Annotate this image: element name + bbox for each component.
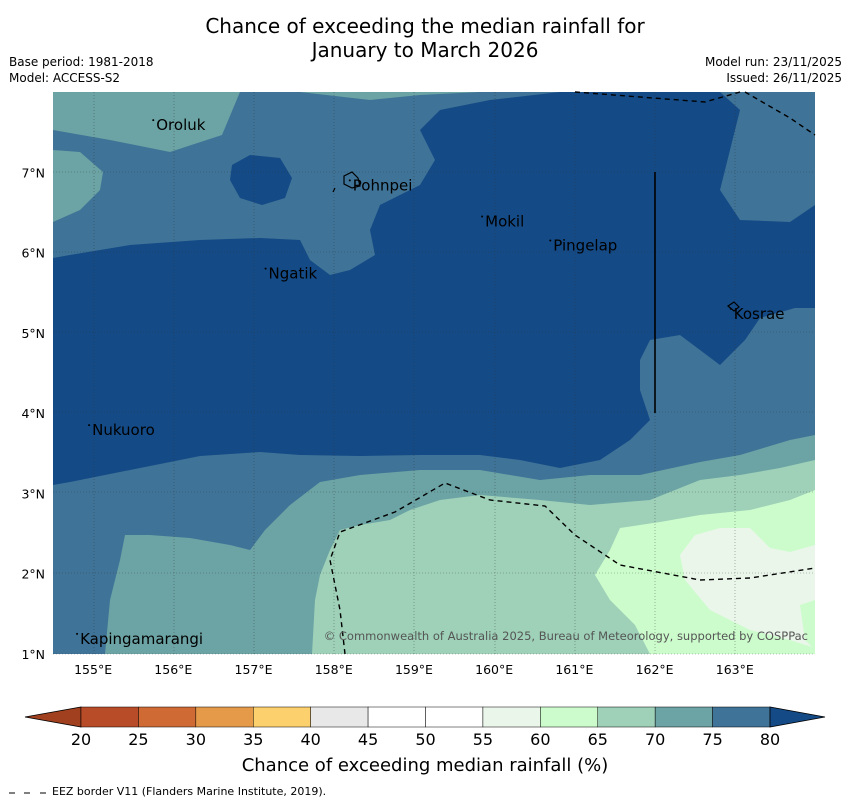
- lon-tick-label: 163°E: [716, 662, 754, 677]
- lat-tick-label: 7°N: [21, 165, 45, 180]
- place-kapingamarangi: Kapingamarangi: [76, 630, 203, 648]
- colorbar-tick-label: 55: [472, 730, 494, 749]
- colorbar-tick-label: 40: [300, 730, 321, 749]
- lon-tick-label: 159°E: [395, 662, 433, 677]
- colorbar-bin: [597, 706, 656, 728]
- lon-tick-label: 162°E: [636, 662, 674, 677]
- chart-title: Chance of exceeding the median rainfall …: [0, 14, 850, 62]
- colorbar-tick-label: 45: [357, 730, 379, 749]
- colorbar-tick-label: 35: [243, 730, 264, 749]
- colorbar-tick-label: 60: [530, 730, 551, 749]
- place-label: Pingelap: [553, 237, 617, 255]
- model-run: Model run: 23/11/2025: [704, 55, 842, 69]
- lat-tick-label: 5°N: [21, 326, 45, 341]
- colorbar-tick-label: 65: [587, 730, 608, 749]
- colorbar-bin: [253, 706, 311, 728]
- place-label: Ngatik: [269, 265, 318, 283]
- colorbar-bin: [195, 706, 254, 728]
- colorbar: [24, 706, 826, 728]
- lon-tick-label: 158°E: [315, 662, 353, 677]
- gridlines: [53, 92, 815, 655]
- place-label: Pohnpei: [353, 176, 413, 194]
- model-name: Model: ACCESS-S2: [9, 71, 121, 85]
- pohnpei-outline: [343, 171, 361, 189]
- title-line-1: Chance of exceeding the median rainfall …: [205, 14, 645, 38]
- place-marker: [88, 424, 91, 427]
- place-marker: [481, 215, 484, 218]
- lat-tick-label: 3°N: [21, 486, 45, 501]
- place-label: Oroluk: [156, 116, 205, 134]
- lat-tick-label: 4°N: [21, 406, 45, 421]
- contour-above-80-blob: [230, 155, 292, 205]
- place-kosrae: Kosrae: [729, 305, 785, 323]
- place-label: Kapingamarangi: [80, 630, 203, 648]
- place-marker: [152, 119, 155, 122]
- colorbar-extend-high: [769, 706, 826, 728]
- lat-tick-labels: 7°N 6°N 5°N 4°N 3°N 2°N 1°N: [21, 165, 45, 662]
- place-marker: [76, 632, 79, 635]
- lat-tick-label: 6°N: [21, 246, 45, 261]
- eez-borders: [329, 91, 816, 655]
- place-marker: [549, 239, 552, 242]
- place-ngatik: Ngatik: [264, 265, 318, 283]
- colorbar-tick-label: 30: [185, 730, 207, 749]
- place-oroluk: Oroluk: [152, 116, 206, 134]
- kosrae-outline: [726, 301, 740, 312]
- place-pingelap: Pingelap: [549, 237, 617, 255]
- lon-tick-labels: 155°E 156°E 157°E 158°E 159°E 160°E 161°E 162°E…: [74, 662, 754, 677]
- place-nukuoro: Nukuoro: [88, 421, 155, 439]
- colorbar-tick-label: 50: [415, 730, 436, 749]
- contour-50-55: [680, 528, 815, 648]
- colorbar-tick-label: 75: [702, 730, 723, 749]
- map-copyright: © Commonwealth of Australia 2025, Bureau…: [324, 629, 808, 643]
- eez-legend: EEZ border V11 (Flanders Marine Institut…: [52, 785, 326, 798]
- lon-tick-label: 156°E: [154, 662, 192, 677]
- place-label: Mokil: [485, 212, 524, 230]
- contour-70-75-top: [53, 92, 240, 152]
- contour-70-75-topright: [300, 92, 480, 100]
- place-marker: [729, 307, 732, 310]
- colorbar-bin: [540, 706, 598, 728]
- lon-tick-label: 157°E: [235, 662, 273, 677]
- eez-legend-text: EEZ border V11 (Flanders Marine Institut…: [52, 785, 327, 798]
- colorbar-tick-label: 20: [70, 730, 92, 749]
- place-labels: Oroluk Pohnpei Mokil Pingelap Ngatik Kosrae Nu…: [76, 116, 784, 648]
- base-period: Base period: 1981-2018: [9, 55, 154, 69]
- lat-tick-label: 1°N: [21, 647, 45, 662]
- contour-55-60-spot: [800, 600, 815, 650]
- contour-70-75-left: [53, 150, 103, 222]
- lon-tick-label: 160°E: [475, 662, 513, 677]
- place-label: Nukuoro: [92, 421, 155, 439]
- colorbar-bin: [654, 706, 713, 728]
- colorbar-tick-label: 80: [759, 730, 781, 749]
- colorbar-bin: [80, 706, 139, 728]
- colorbar-tick-label: 25: [128, 730, 149, 749]
- place-marker: [264, 267, 267, 270]
- meta-right: Model run: 23/11/2025 Issued: 26/11/2025: [705, 54, 842, 86]
- place-label: Kosrae: [734, 305, 785, 323]
- colorbar-bin: [482, 706, 541, 728]
- lat-tick-label: 2°N: [21, 567, 45, 582]
- colorbar-title: Chance of exceeding median rainfall (%): [241, 755, 609, 776]
- issued-date: Issued: 26/11/2025: [726, 71, 842, 85]
- colorbar-extend-low: [24, 706, 82, 728]
- rainfall-contours: [53, 92, 815, 654]
- island-outlines: [332, 171, 740, 312]
- lon-tick-label: 155°E: [74, 662, 112, 677]
- title-line-2: January to March 2026: [311, 38, 539, 62]
- meta-left: Base period: 1981-2018 Model: ACCESS-S2: [9, 54, 154, 86]
- place-pohnpei: Pohnpei: [348, 176, 413, 194]
- place-mokil: Mokil: [481, 212, 524, 230]
- colorbar-tick-label: 70: [644, 730, 666, 749]
- contour-above-80-main: [53, 92, 815, 485]
- colorbar-bin: [367, 706, 426, 728]
- colorbar-bin: [425, 706, 484, 728]
- lon-tick-label: 161°E: [555, 662, 593, 677]
- place-marker: [348, 179, 351, 182]
- colorbar-bin: [712, 706, 771, 728]
- colorbar-bin: [310, 706, 369, 728]
- colorbar-bin: [138, 706, 197, 728]
